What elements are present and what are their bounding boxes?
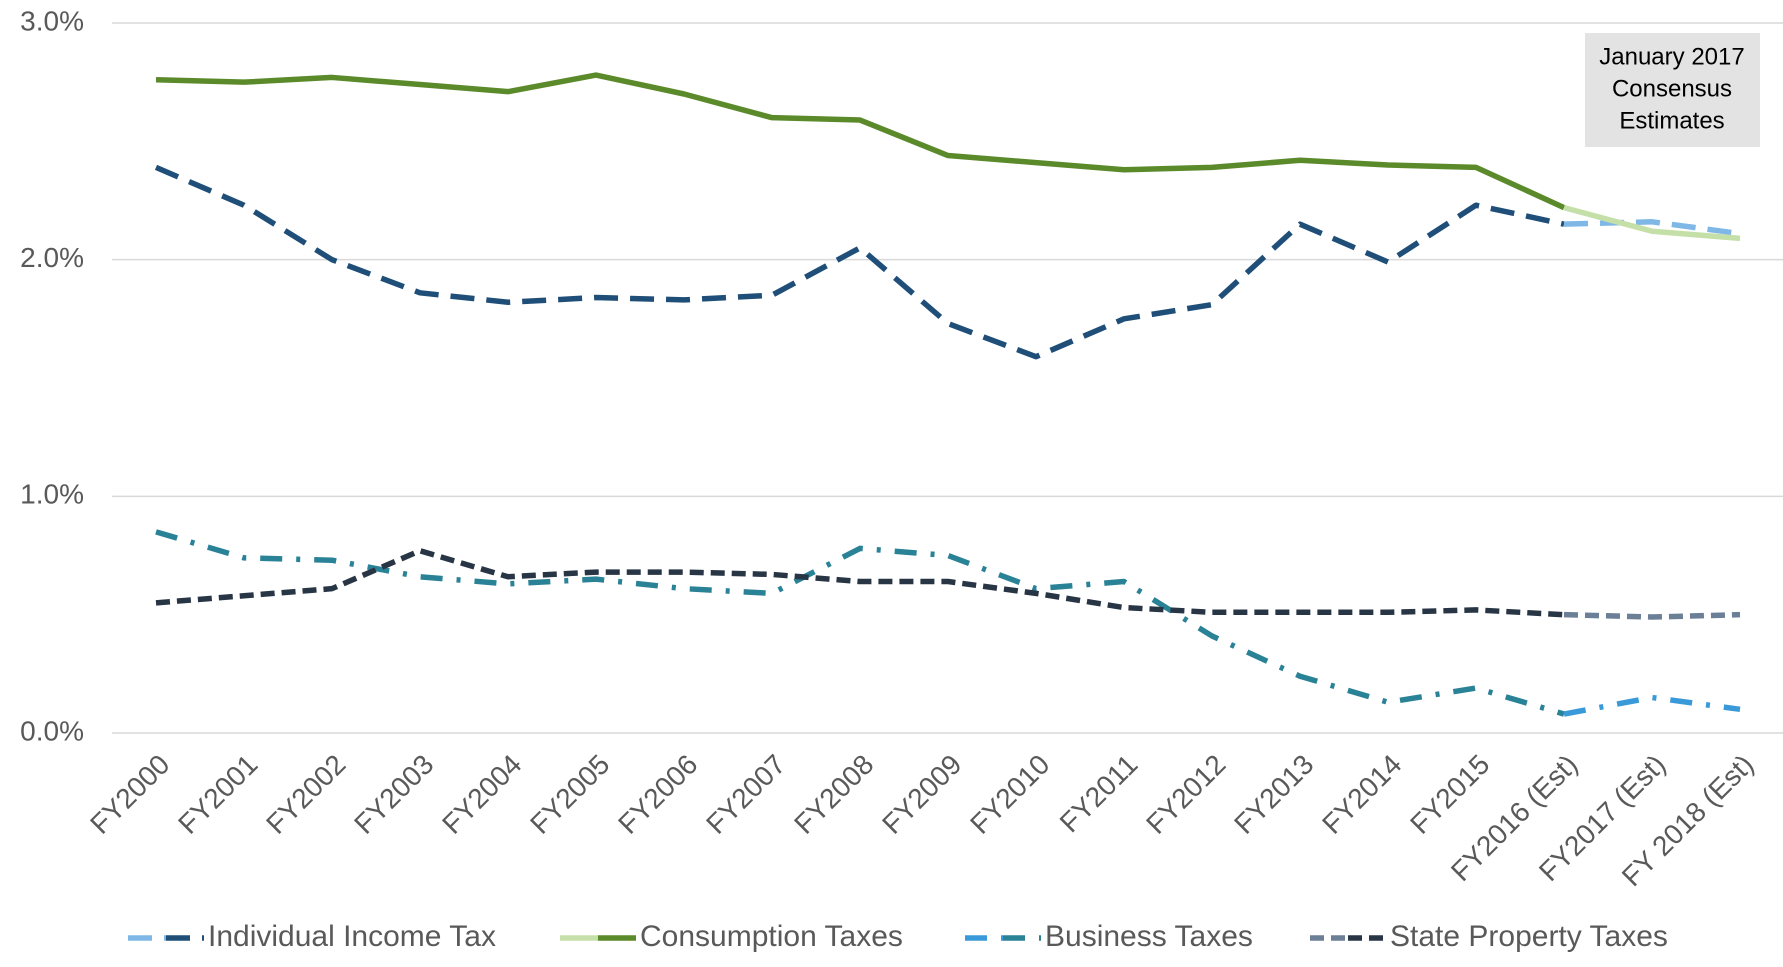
x-tick-label: FY2001: [172, 749, 263, 840]
y-tick-label: 0.0%: [20, 715, 84, 746]
series-line: [1563, 694, 1741, 717]
x-tick-label: FY2014: [1316, 749, 1407, 840]
x-tick-label: FY2002: [260, 749, 351, 840]
x-tick-label: FY2010: [964, 749, 1055, 840]
x-tick-label: FY2005: [524, 749, 615, 840]
x-tick-label: FY2011: [1054, 749, 1144, 839]
series-line: [1563, 611, 1741, 620]
legend-label: Individual Income Tax: [208, 920, 496, 953]
annotation: January 2017: [1599, 43, 1744, 70]
x-tick-label: FY2015: [1404, 749, 1495, 840]
x-tick-label: FY2012: [1140, 749, 1231, 840]
annotation-box: [1585, 33, 1760, 147]
legend-label: Consumption Taxes: [640, 920, 903, 953]
series-line: [155, 529, 1565, 717]
x-tick-label: FY2008: [788, 749, 879, 840]
x-tick-label: FY2007: [700, 749, 791, 840]
series-line: [1563, 204, 1741, 242]
annotation: Consensus: [1612, 75, 1732, 102]
x-tick-label: FY2003: [348, 749, 439, 840]
series-line: [155, 72, 1566, 211]
series-line: [1563, 219, 1741, 237]
y-tick-label: 2.0%: [20, 242, 84, 273]
x-tick-label: FY2006: [612, 749, 703, 840]
x-tick-label: FY2000: [84, 749, 175, 840]
x-tick-label: FY2009: [876, 749, 967, 840]
x-tick-label: FY2004: [436, 749, 527, 840]
y-tick-label: 1.0%: [20, 479, 84, 510]
x-tick-label: FY2013: [1228, 749, 1319, 840]
legend-label: Business Taxes: [1045, 920, 1253, 953]
series-line: [154, 164, 1565, 360]
legend-label: State Property Taxes: [1390, 920, 1668, 953]
y-tick-label: 3.0%: [20, 5, 84, 36]
series-line: [155, 548, 1565, 618]
annotation: Estimates: [1619, 107, 1724, 134]
